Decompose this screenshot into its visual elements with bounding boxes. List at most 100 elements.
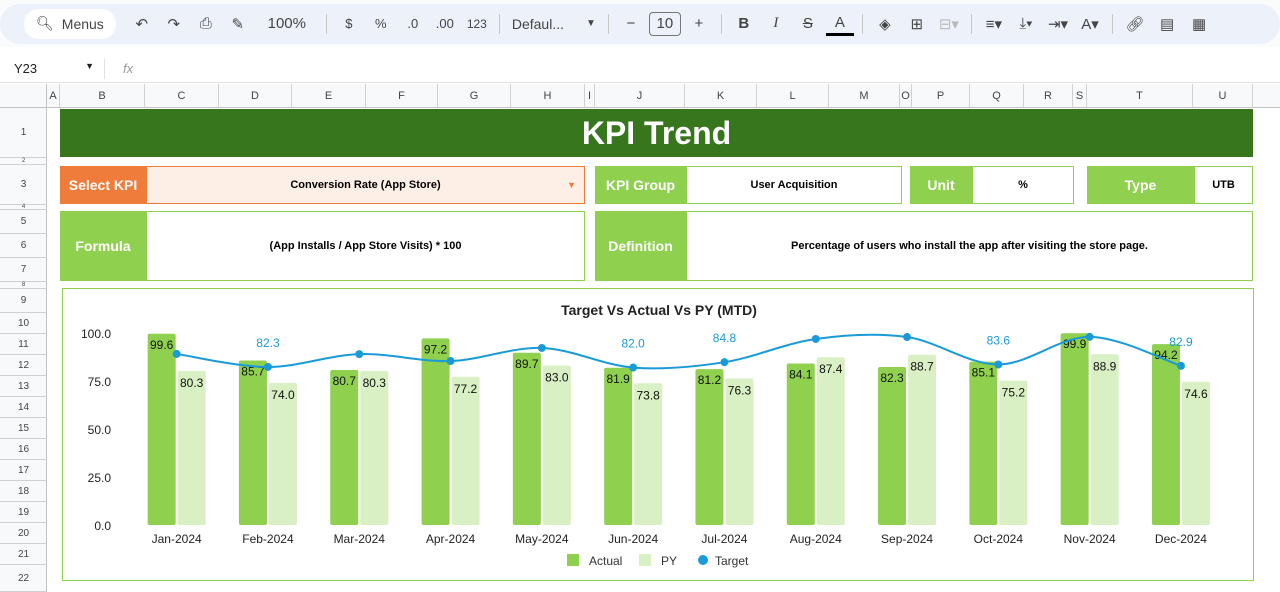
select-all-corner[interactable]: [0, 84, 47, 108]
target-data-label: 84.8: [713, 331, 737, 345]
column-header[interactable]: G: [438, 84, 511, 108]
column-header[interactable]: D: [219, 84, 292, 108]
target-point: [263, 362, 272, 371]
select-kpi-label: Select KPI: [60, 166, 146, 204]
formula-input[interactable]: [133, 59, 1280, 79]
column-header[interactable]: E: [292, 84, 366, 108]
target-data-label: 83.6: [987, 333, 1011, 347]
title-banner: KPI Trend: [60, 109, 1253, 157]
row-header[interactable]: 7: [0, 258, 47, 282]
link-icon[interactable]: 🔗︎: [1125, 15, 1145, 33]
row-header[interactable]: 22: [0, 565, 47, 592]
print-icon[interactable]: ⎙: [199, 15, 212, 32]
currency-button[interactable]: $: [345, 16, 353, 31]
column-header[interactable]: T: [1087, 84, 1193, 108]
column-header[interactable]: F: [366, 84, 438, 108]
row-header[interactable]: 10: [0, 313, 47, 334]
row-header[interactable]: 14: [0, 397, 47, 418]
column-header[interactable]: B: [60, 84, 145, 108]
chart-icon[interactable]: ▦: [1191, 15, 1207, 33]
undo-icon[interactable]: ↶: [135, 15, 149, 33]
font-size-decrease[interactable]: −: [626, 15, 636, 32]
column-header[interactable]: R: [1024, 84, 1073, 108]
row-header[interactable]: 1: [0, 108, 47, 158]
zoom-select[interactable]: 100%: [267, 15, 306, 32]
kpi-trend-chart[interactable]: Target Vs Actual Vs PY (MTD) 0.0 25.0 50.0 7…: [62, 288, 1254, 581]
py-bar: [1181, 381, 1210, 525]
merge-cells-icon[interactable]: ⊟▾: [938, 15, 959, 33]
row-header[interactable]: 5: [0, 210, 47, 234]
row-header[interactable]: 2: [0, 158, 47, 165]
fill-color-icon[interactable]: ◈: [879, 15, 891, 33]
y-tick-label: 75.0: [88, 375, 112, 389]
column-header[interactable]: Q: [970, 84, 1024, 108]
py-bar: [268, 382, 297, 525]
select-kpi-dropdown[interactable]: Conversion Rate (App Store) ▼: [146, 166, 585, 204]
align-left-icon[interactable]: ≡▾: [985, 15, 1003, 33]
chevron-down-icon: ▼: [85, 61, 94, 71]
row-header[interactable]: 20: [0, 523, 47, 544]
legend-py-swatch: [639, 554, 651, 566]
row-header[interactable]: 16: [0, 439, 47, 460]
row-header[interactable]: 4: [0, 204, 47, 210]
py-data-label: 76.3: [728, 384, 752, 398]
row-header[interactable]: 3: [0, 165, 47, 205]
text-color-button[interactable]: A: [825, 12, 854, 36]
borders-icon[interactable]: ⊞: [910, 15, 924, 33]
row-header[interactable]: 6: [0, 234, 47, 258]
vertical-align-icon[interactable]: ⤓▾: [1019, 15, 1033, 32]
column-header[interactable]: O: [900, 84, 912, 108]
column-header[interactable]: L: [757, 84, 829, 108]
column-header[interactable]: P: [912, 84, 970, 108]
row-header[interactable]: 21: [0, 544, 47, 565]
font-size-input[interactable]: 10: [648, 11, 681, 36]
text-wrap-icon[interactable]: ⇥▾: [1047, 15, 1069, 33]
column-header[interactable]: H: [511, 84, 585, 108]
column-header[interactable]: U: [1193, 84, 1253, 108]
row-header[interactable]: 8: [0, 282, 47, 289]
fx-icon: fx: [104, 58, 133, 79]
row-header[interactable]: 19: [0, 502, 47, 523]
actual-data-label: 89.7: [515, 357, 539, 371]
redo-icon[interactable]: ↷: [167, 15, 181, 33]
column-header[interactable]: J: [595, 84, 685, 108]
italic-button[interactable]: I: [773, 15, 779, 31]
actual-bar: [786, 363, 815, 525]
formula-bar: Y23 ▼ fx: [0, 55, 1280, 83]
column-header[interactable]: M: [829, 84, 900, 108]
column-header[interactable]: I: [585, 84, 595, 108]
row-header[interactable]: 13: [0, 376, 47, 397]
row-header[interactable]: 11: [0, 334, 47, 355]
py-data-label: 88.7: [910, 360, 934, 374]
target-point: [994, 360, 1003, 369]
column-header[interactable]: A: [47, 84, 60, 108]
comment-icon[interactable]: ▤: [1159, 15, 1175, 33]
x-tick-label: Aug-2024: [790, 532, 842, 546]
paint-format-icon[interactable]: ✎: [231, 15, 245, 33]
row-header[interactable]: 9: [0, 289, 47, 313]
row-header[interactable]: 17: [0, 460, 47, 481]
strikethrough-icon[interactable]: S: [802, 15, 813, 32]
more-formats-button[interactable]: 123: [466, 16, 487, 31]
increase-decimal-button[interactable]: .00: [435, 16, 454, 31]
column-header[interactable]: S: [1073, 84, 1087, 108]
target-point: [355, 350, 364, 359]
column-header[interactable]: K: [685, 84, 757, 108]
font-select[interactable]: Defaul... ▼: [508, 10, 600, 38]
column-header[interactable]: C: [145, 84, 219, 108]
actual-bar: [330, 370, 359, 525]
actual-bar: [604, 367, 633, 525]
menus-button[interactable]: 🔍︎ Menus: [24, 8, 116, 39]
bold-button[interactable]: B: [738, 15, 750, 32]
py-bar: [542, 365, 571, 525]
py-data-label: 74.0: [271, 388, 295, 402]
row-header[interactable]: 18: [0, 481, 47, 502]
toolbar: 🔍︎ Menus ↶ ↷ ⎙ ✎ 100% $ % .0 .00 123 Defa…: [0, 0, 1280, 47]
row-header[interactable]: 12: [0, 355, 47, 376]
text-rotation-icon[interactable]: A▾: [1081, 15, 1099, 33]
decrease-decimal-button[interactable]: .0: [407, 16, 419, 31]
name-box[interactable]: Y23 ▼: [0, 61, 104, 76]
percent-button[interactable]: %: [375, 16, 387, 31]
row-header[interactable]: 15: [0, 418, 47, 439]
font-size-increase[interactable]: +: [694, 15, 704, 32]
